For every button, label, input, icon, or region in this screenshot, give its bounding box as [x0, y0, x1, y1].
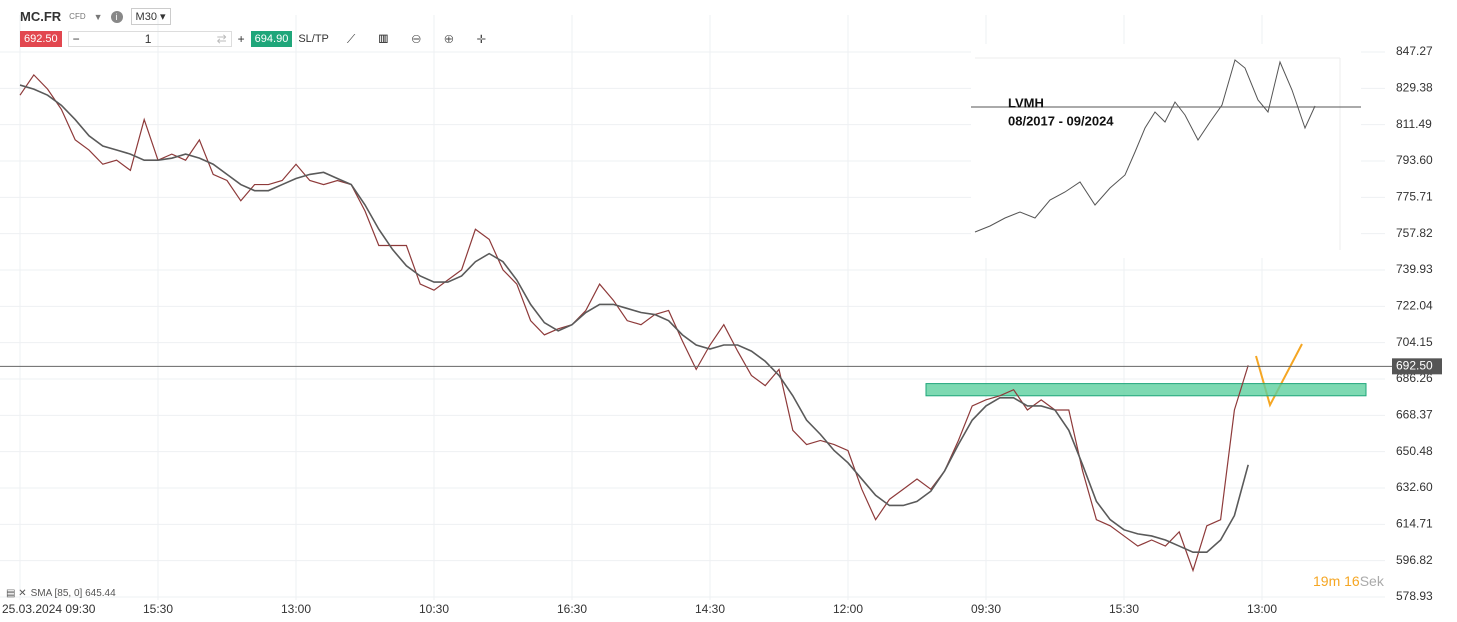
y-tick-label: 614.71 — [1396, 516, 1433, 530]
x-tick-label: 13:00 — [281, 602, 311, 616]
y-tick-label: 686.26 — [1396, 371, 1433, 385]
timer: 19m 16 Sek — [1313, 573, 1384, 589]
inset-title: LVMH — [1008, 95, 1044, 110]
indicator: SMA [85, 0] 645.44 — [30, 588, 116, 599]
y-tick-label: 632.60 — [1396, 480, 1433, 494]
x-tick-label: 09:30 — [971, 602, 1001, 616]
buy-button[interactable]: 694.90 — [250, 31, 293, 47]
inset-period: 08/2017 - 09/2024 — [1008, 113, 1114, 128]
timer-minutes: 19m — [1313, 573, 1341, 589]
swap[interactable]: ⇄ — [216, 32, 227, 46]
sell-button[interactable]: 692.50 — [20, 31, 62, 47]
series-line — [19, 84, 1249, 553]
timer-seconds: 16 — [1344, 573, 1360, 589]
indicator-legend: ▤ ✕ SMA [85, 0] 645.44 — [6, 588, 116, 599]
symbol-bar: MC.FR CFD ▼ i M30 ▾ — [20, 8, 171, 25]
quantity: 1 — [144, 32, 152, 46]
y-tick-label: 847.27 — [1396, 44, 1433, 58]
y-tick-label: 596.82 — [1396, 553, 1433, 567]
x-tick-label: 15:30 — [143, 602, 173, 616]
x-tick-label: 12:00 — [833, 602, 863, 616]
x-tick-label: 10:30 — [419, 602, 449, 616]
timeframe[interactable]: M30 ▾ — [130, 8, 171, 25]
support-zone — [925, 383, 1367, 397]
minus[interactable]: − — [72, 32, 80, 46]
symbol[interactable]: MC.FR — [20, 9, 62, 24]
x-tick-label: 14:30 — [695, 602, 725, 616]
tool-icons[interactable]: ⟋ ▥ ⊖ ⊕ ✛ — [346, 31, 496, 46]
y-tick-label: 793.60 — [1396, 153, 1433, 167]
annotation-arrow — [1255, 343, 1303, 408]
last-price-label: 692.50 — [1396, 359, 1433, 373]
y-tick-label: 650.48 — [1396, 444, 1433, 458]
last-price-box — [1392, 358, 1442, 375]
inset: LVMH 08/2017 - 09/2024 — [971, 44, 1361, 258]
y-tick-label: 811.49 — [1396, 117, 1432, 131]
dropdown[interactable]: ▼ — [93, 11, 103, 22]
quantity-box[interactable]: − 1 ⇄ — [67, 31, 232, 47]
order-bar: 692.50 − 1 ⇄ + 694.90 SL/TP ⟋ ▥ ⊖ ⊕ ✛ — [20, 31, 496, 47]
y-tick-label: 722.04 — [1396, 299, 1433, 313]
y-tick-label: 704.15 — [1396, 335, 1433, 349]
y-tick-label: 775.71 — [1396, 190, 1433, 204]
x-tick-label: 25.03.2024 09:30 — [2, 602, 96, 616]
timeframe-label: M30 — [135, 11, 157, 23]
x-tick-label: 13:00 — [1247, 602, 1277, 616]
x-tick-label: 15:30 — [1109, 602, 1139, 616]
info-icon[interactable]: i — [110, 10, 123, 23]
timer-unit: Sek — [1359, 573, 1384, 589]
series-line — [19, 73, 1249, 573]
kind: CFD — [69, 12, 86, 21]
inset-line — [974, 59, 1316, 233]
plus[interactable]: + — [237, 32, 245, 46]
y-tick-label: 739.93 — [1396, 262, 1433, 276]
y-tick-label: 829.38 — [1396, 81, 1433, 95]
y-tick-label: 757.82 — [1396, 226, 1433, 240]
y-tick-label: 578.93 — [1396, 589, 1433, 603]
inset-bg — [971, 44, 1361, 258]
y-tick-label: 668.37 — [1396, 408, 1433, 422]
x-tick-label: 16:30 — [557, 602, 587, 616]
indicator-icon[interactable]: ▤ ✕ — [6, 588, 27, 599]
sltp-button[interactable]: SL/TP — [298, 33, 329, 45]
